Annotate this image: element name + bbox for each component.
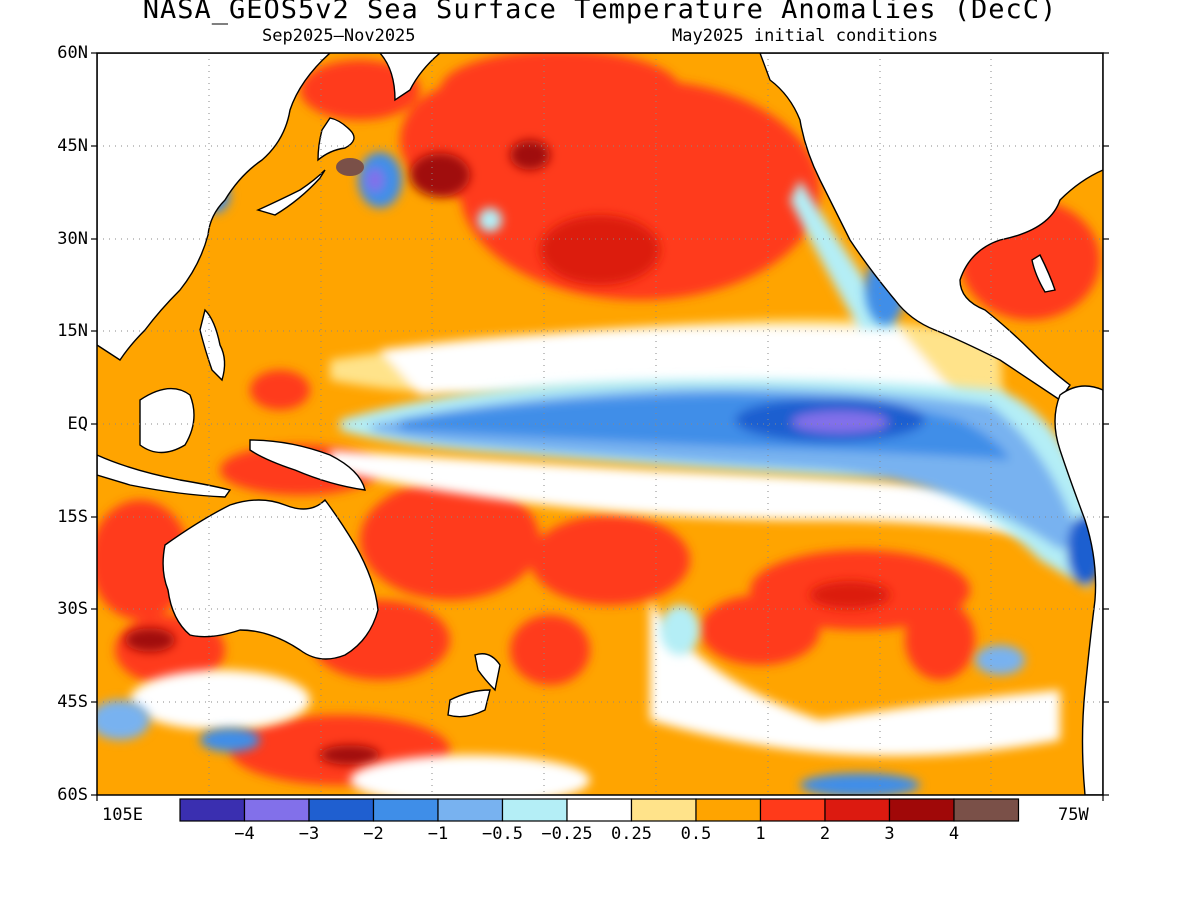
colorbar-swatch bbox=[179, 798, 246, 822]
lat-label-60n: 60N bbox=[57, 43, 88, 63]
colorbar-swatch bbox=[566, 798, 633, 822]
colorbar-label: −2 bbox=[363, 824, 384, 844]
lat-label-30s: 30S bbox=[57, 599, 88, 619]
colorbar-swatch bbox=[888, 798, 955, 822]
colorbar-label: 3 bbox=[884, 824, 895, 844]
colorbar-label: 2 bbox=[819, 824, 831, 844]
colorbar-swatch bbox=[372, 798, 439, 822]
colorbar-swatch bbox=[437, 798, 504, 822]
colorbar-label: −4 bbox=[234, 824, 255, 844]
colorbar-swatch bbox=[243, 798, 310, 822]
init-conditions-subtitle: May2025 initial conditions bbox=[672, 26, 939, 46]
lat-label-45n: 45N bbox=[57, 136, 88, 156]
colorbar-label: −0.5 bbox=[482, 824, 523, 844]
colorbar-swatch bbox=[501, 798, 568, 822]
axis-ticks bbox=[91, 52, 1109, 801]
lat-label-30n: 30N bbox=[57, 229, 88, 249]
colorbar-swatch bbox=[824, 798, 891, 822]
colorbar bbox=[179, 798, 1020, 822]
colorbar-label: 1 bbox=[755, 824, 766, 844]
colorbar-swatch bbox=[695, 798, 762, 822]
chart-title: NASA_GEOS5v2 Sea Surface Temperature Ano… bbox=[142, 0, 1058, 25]
anomaly-field bbox=[97, 53, 1103, 795]
lat-label-15s: 15S bbox=[57, 507, 88, 527]
lat-label-eq: EQ bbox=[67, 414, 88, 434]
lat-label-15n: 15N bbox=[57, 321, 88, 341]
lon-label-75w: 75W bbox=[1058, 805, 1089, 825]
lon-label-105e: 105E bbox=[102, 805, 143, 825]
lat-label-60s: 60S bbox=[57, 785, 88, 805]
colorbar-swatch bbox=[308, 798, 375, 822]
colorbar-swatch bbox=[953, 798, 1020, 822]
season-subtitle: Sep2025–Nov2025 bbox=[262, 26, 416, 46]
colorbar-label: −3 bbox=[298, 824, 320, 844]
coastline-outline bbox=[97, 53, 1103, 795]
colorbar-label: 4 bbox=[948, 824, 960, 844]
colorbar-label: 0.25 bbox=[611, 824, 652, 844]
colorbar-label: −1 bbox=[427, 824, 449, 844]
lat-label-45s: 45S bbox=[57, 692, 88, 712]
colorbar-label: 0.5 bbox=[680, 824, 712, 844]
colorbar-swatch bbox=[759, 798, 826, 822]
colorbar-swatch bbox=[630, 798, 697, 822]
colorbar-label: −0.25 bbox=[541, 824, 593, 844]
gridlines-dotted bbox=[97, 53, 1103, 795]
